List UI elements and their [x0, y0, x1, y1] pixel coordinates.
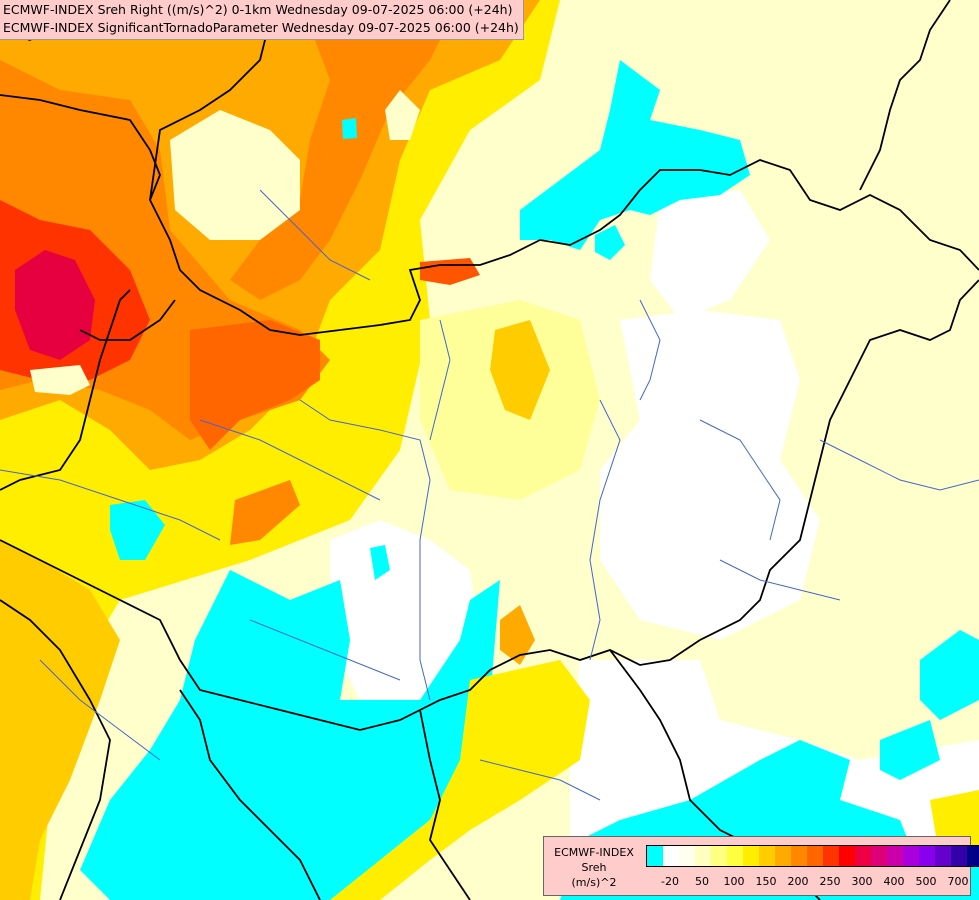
east-cyan-region-2 [880, 720, 940, 780]
south-orange-spot [500, 605, 535, 665]
legend-name: ECMWF-INDEX Sreh (m/s)^2 [544, 845, 644, 890]
legend-swatch [855, 846, 871, 866]
legend-swatch [823, 846, 839, 866]
west-pale-blob [30, 365, 90, 395]
legend-source: ECMWF-INDEX [554, 846, 634, 859]
legend-tick-label: 150 [755, 875, 777, 888]
legend-swatch [839, 846, 855, 866]
west-crimson-core [15, 250, 95, 360]
north-cyan-region [520, 60, 750, 250]
central-orange-band [190, 320, 320, 450]
legend-tick-label: -20 [661, 875, 679, 888]
legend-swatch [663, 846, 679, 866]
title-box: ECMWF-INDEX Sreh Right ((m/s)^2) 0-1km W… [0, 0, 524, 40]
legend-tick-label: 400 [883, 875, 905, 888]
north-cyan-lake [595, 225, 625, 260]
southwest-cyan-region [80, 570, 500, 900]
central-amber-spot [490, 320, 550, 420]
legend-swatch [967, 846, 979, 866]
legend-swatch [919, 846, 935, 866]
east-white-region [600, 310, 820, 640]
legend-swatch [743, 846, 759, 866]
legend-tick-label: 500 [915, 875, 937, 888]
north-white-region [650, 190, 770, 320]
southwest-white-region [330, 520, 480, 700]
legend-swatch [679, 846, 695, 866]
north-pale-blob-2 [385, 90, 420, 140]
legend-swatch [791, 846, 807, 866]
north-pale-blob [170, 110, 300, 240]
legend-swatch [887, 846, 903, 866]
legend-swatch [711, 846, 727, 866]
legend-swatch [935, 846, 951, 866]
legend-swatch [759, 846, 775, 866]
title-line-2: ECMWF-INDEX SignificantTornadoParameter … [3, 20, 519, 35]
legend-tick-label: 100 [723, 875, 745, 888]
legend-tick-label: 200 [787, 875, 809, 888]
legend-swatch [775, 846, 791, 866]
southwest-yellow-region [0, 540, 120, 900]
legend-swatch [807, 846, 823, 866]
legend-swatch [903, 846, 919, 866]
legend-tick-label: 700 [947, 875, 969, 888]
legend-swatch [871, 846, 887, 866]
east-cyan-region [920, 630, 979, 720]
title-line-1: ECMWF-INDEX Sreh Right ((m/s)^2) 0-1km W… [3, 2, 513, 17]
north-deeporange-band [230, 0, 460, 300]
legend-tick-label: 50 [695, 875, 709, 888]
south-yellow-region [330, 660, 590, 900]
north-cyan-dot [342, 118, 357, 139]
legend-variable: Sreh [581, 861, 607, 874]
legend-swatches [646, 845, 979, 867]
legend-tick-label: 250 [819, 875, 841, 888]
central-cyan-spot [370, 545, 390, 580]
legend-swatch [951, 846, 967, 866]
legend-swatch [647, 846, 663, 866]
legend-swatch [695, 846, 711, 866]
color-legend: ECMWF-INDEX Sreh (m/s)^2 -20 50 100 150 200 2… [543, 836, 979, 896]
legend-swatch [727, 846, 743, 866]
legend-tick-label: 300 [851, 875, 873, 888]
legend-ticks: -20 50 100 150 200 250 300 400 500 700 [646, 875, 968, 891]
orange-spot-south [230, 480, 300, 545]
legend-unit: (m/s)^2 [571, 876, 617, 889]
west-cyan-blob [110, 500, 165, 560]
rivers [0, 189, 979, 801]
